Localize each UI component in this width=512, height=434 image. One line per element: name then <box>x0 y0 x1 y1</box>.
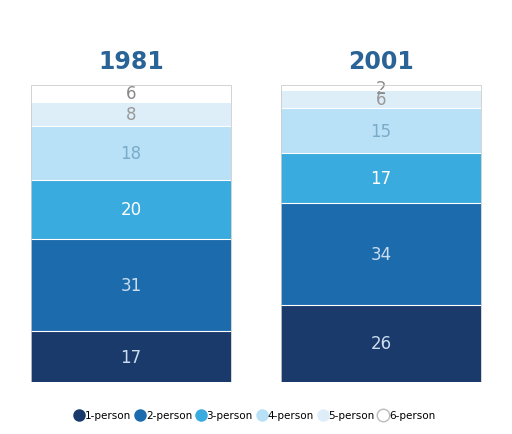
Bar <box>31 103 231 127</box>
Text: 18: 18 <box>120 145 142 163</box>
Bar <box>281 85 481 91</box>
Bar <box>281 109 481 154</box>
Text: 8: 8 <box>126 106 136 124</box>
Bar <box>281 85 481 382</box>
Text: 34: 34 <box>370 245 392 263</box>
Text: 6: 6 <box>376 91 386 109</box>
Bar <box>31 240 231 332</box>
Text: 1981: 1981 <box>98 49 164 73</box>
Bar <box>31 85 231 382</box>
Bar <box>281 154 481 204</box>
Text: 17: 17 <box>120 348 142 366</box>
Text: 2: 2 <box>376 79 386 97</box>
Bar <box>31 180 231 240</box>
Legend: 1-person, 2-person, 3-person, 4-person, 5-person, 6-person: 1-person, 2-person, 3-person, 4-person, … <box>73 406 439 424</box>
Text: 17: 17 <box>370 170 392 188</box>
Bar <box>281 91 481 109</box>
Bar <box>31 332 231 382</box>
Text: 20: 20 <box>120 201 142 219</box>
Text: 15: 15 <box>370 122 392 140</box>
Text: 2001: 2001 <box>348 49 414 73</box>
Text: 31: 31 <box>120 276 142 295</box>
Bar <box>281 204 481 305</box>
Text: 6: 6 <box>126 85 136 103</box>
Bar <box>31 127 231 180</box>
Text: 26: 26 <box>370 334 392 352</box>
Bar <box>281 305 481 382</box>
Bar <box>31 85 231 103</box>
